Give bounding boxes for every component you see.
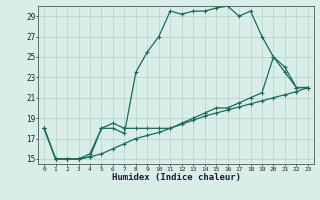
X-axis label: Humidex (Indice chaleur): Humidex (Indice chaleur) bbox=[111, 173, 241, 182]
